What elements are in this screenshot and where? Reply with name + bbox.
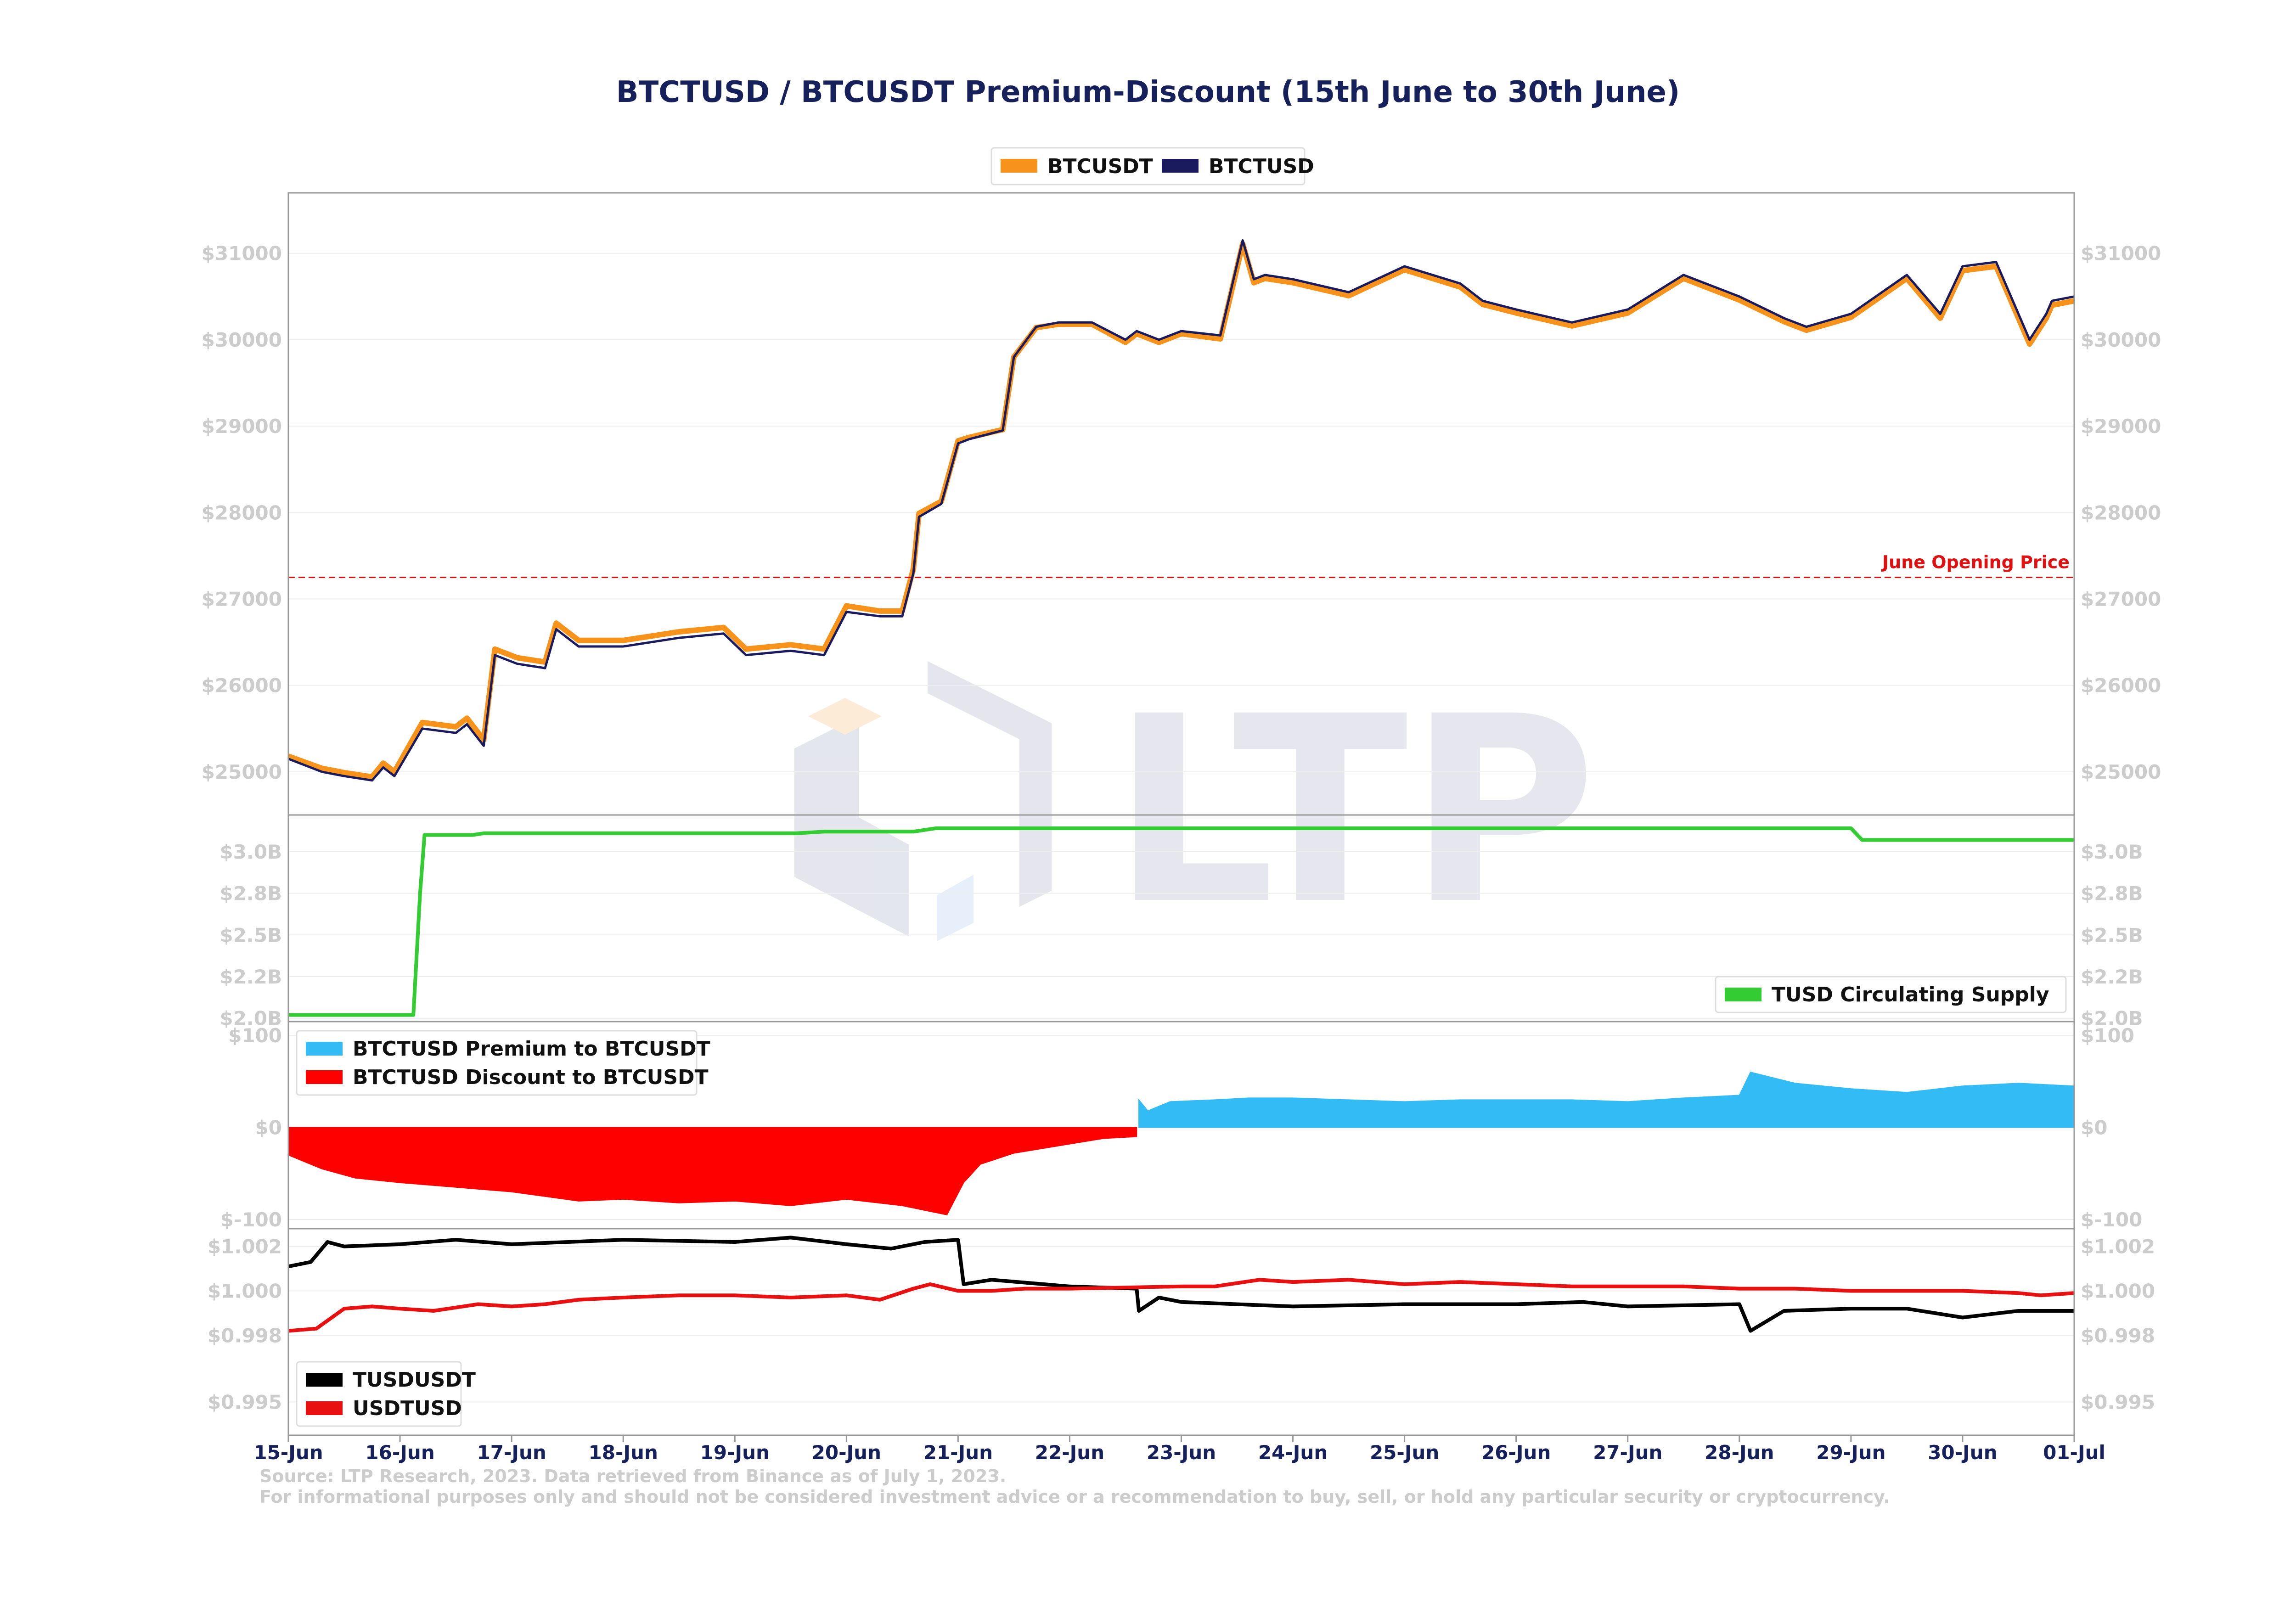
watermark-text: LTP xyxy=(1111,662,1597,961)
tusdusdt-line xyxy=(288,1236,2074,1333)
june-opening-price-label: June Opening Price xyxy=(1881,552,2070,572)
btctusd-discount-to-btcusdt-area xyxy=(288,1127,1137,1216)
y-tick-label-left: $27000 xyxy=(202,588,282,611)
y-tick-label-left: $100 xyxy=(228,1024,282,1047)
y-tick-label-left: $0.998 xyxy=(208,1324,282,1347)
price-panel: $25000 $25000 $26000 $26000 $27000 $27000 $280… xyxy=(202,147,2161,816)
legend-label-btcusdt: BTCUSDT xyxy=(1047,155,1153,178)
legend-swatch-tusd-circulating-supply xyxy=(1725,988,1761,1001)
x-tick-label: 27-Jun xyxy=(1593,1441,1662,1464)
x-tick-label: 24-Jun xyxy=(1258,1441,1328,1464)
y-tick-label-right: $1.002 xyxy=(2081,1236,2155,1258)
legend-swatch-btcusdt xyxy=(1001,159,1037,173)
stable-panel-frame xyxy=(287,1228,2075,1436)
y-tick-label-left: $1.000 xyxy=(208,1280,282,1302)
x-tick-label: 15-Jun xyxy=(253,1441,323,1464)
y-tick-label-right: $0.998 xyxy=(2081,1324,2155,1347)
legend-label-btctusd: BTCTUSD xyxy=(1209,155,1314,178)
y-tick-label-right: $2.5B xyxy=(2081,924,2143,946)
source-line-2: For informational purposes only and shou… xyxy=(259,1487,1890,1507)
y-tick-label-right: $0.995 xyxy=(2081,1391,2155,1413)
y-tick-label-right: $30000 xyxy=(2081,329,2161,351)
y-tick-label-left: $26000 xyxy=(202,674,282,697)
legend-swatch-btctusd-premium-to-btcusdt xyxy=(306,1042,343,1056)
x-tick-label: 29-Jun xyxy=(1816,1441,1885,1464)
premium-panel: $-100 $-100 $0 $0 $100 $100 BTCTUSD Premium to… xyxy=(220,1021,2142,1231)
premium-legend: BTCTUSD Premium to BTCUSDT BTCTUSD Discou… xyxy=(296,1030,710,1096)
y-tick-label-left: $28000 xyxy=(202,501,282,524)
y-tick-label-right: $25000 xyxy=(2081,761,2161,783)
legend-label-btctusd-premium-to-btcusdt: BTCTUSD Premium to BTCUSDT xyxy=(353,1037,710,1061)
ltp-watermark: LTP xyxy=(794,661,1597,961)
x-axis: 15-Jun 16-Jun 17-Jun 18-Jun 19-Jun 20-Jun 21-J… xyxy=(253,1435,2105,1464)
tusd-circulating-supply-line xyxy=(288,826,2074,1017)
legend-label-tusd-circulating-supply: TUSD Circulating Supply xyxy=(1772,983,2049,1006)
y-tick-label-left: $30000 xyxy=(202,329,282,351)
y-tick-label-left: $31000 xyxy=(202,242,282,265)
chart-title: BTCTUSD / BTCUSDT Premium-Discount (15th… xyxy=(616,75,1680,109)
supply-legend: TUSD Circulating Supply xyxy=(1715,976,2067,1013)
usdtusd-line xyxy=(288,1278,2075,1333)
y-tick-label-left: $-100 xyxy=(220,1208,282,1231)
y-tick-label-left: $0.995 xyxy=(208,1391,282,1413)
ltp-logo-icon xyxy=(794,661,1052,941)
y-tick-label-left: $1.002 xyxy=(208,1236,282,1258)
legend-box xyxy=(296,1030,698,1096)
y-tick-label-right: $3.0B xyxy=(2081,841,2143,863)
chart-panels: $25000 $25000 $26000 $26000 $27000 $27000 $280… xyxy=(202,147,2161,1436)
y-tick-label-left: $2.8B xyxy=(219,882,282,905)
x-tick-label: 26-Jun xyxy=(1481,1441,1551,1464)
x-tick-label: 21-Jun xyxy=(923,1441,993,1464)
price-legend: BTCUSDT BTCTUSD xyxy=(990,147,1314,185)
y-tick-label-right: $28000 xyxy=(2081,501,2161,524)
x-tick-label: 18-Jun xyxy=(589,1441,658,1464)
y-tick-label-right: $2.8B xyxy=(2081,882,2143,905)
y-tick-label-right: $-100 xyxy=(2081,1208,2142,1231)
y-tick-label-left: $2.0B xyxy=(219,1007,282,1030)
btctusd-premium-to-btcusdt-area xyxy=(1138,1072,2075,1128)
legend-label-tusdusdt: TUSDUSDT xyxy=(353,1368,476,1392)
y-tick-label-right: $2.0B xyxy=(2081,1007,2143,1030)
x-tick-label: 22-Jun xyxy=(1035,1441,1104,1464)
x-tick-label: 16-Jun xyxy=(365,1441,434,1464)
y-tick-label-left: $0 xyxy=(255,1117,282,1139)
y-tick-label-right: $29000 xyxy=(2081,415,2161,438)
legend-box xyxy=(990,147,1306,185)
y-tick-label-right: $31000 xyxy=(2081,242,2161,265)
x-tick-label: 01-Jul xyxy=(2043,1441,2105,1464)
y-tick-label-left: $2.2B xyxy=(219,966,282,988)
y-tick-label-right: $27000 xyxy=(2081,588,2161,611)
legend-box xyxy=(1715,976,2067,1013)
x-tick-label: 17-Jun xyxy=(477,1441,546,1464)
y-tick-label-right: $0 xyxy=(2081,1117,2107,1139)
y-tick-label-left: $3.0B xyxy=(219,841,282,863)
legend-label-usdtusd: USDTUSD xyxy=(353,1397,462,1420)
y-tick-label-left: $25000 xyxy=(202,761,282,783)
y-tick-label-right: $1.000 xyxy=(2081,1280,2155,1302)
y-tick-label-right: $100 xyxy=(2081,1024,2134,1047)
source-line-1: Source: LTP Research, 2023. Data retriev… xyxy=(259,1466,1006,1486)
stable-legend: TUSDUSDT USDTUSD xyxy=(296,1361,476,1427)
x-tick-label: 25-Jun xyxy=(1370,1441,1439,1464)
btctusd-line xyxy=(288,239,2075,782)
x-tick-label: 23-Jun xyxy=(1147,1441,1216,1464)
x-tick-label: 30-Jun xyxy=(1928,1441,1997,1464)
y-tick-label-right: $2.2B xyxy=(2081,966,2143,988)
x-tick-label: 19-Jun xyxy=(700,1441,770,1464)
legend-swatch-btctusd xyxy=(1162,159,1199,173)
y-tick-label-left: $29000 xyxy=(202,415,282,438)
legend-swatch-tusdusdt xyxy=(306,1373,343,1387)
y-tick-label-left: $2.5B xyxy=(219,924,282,946)
stable-panel: $0.995 $0.995 $0.998 $0.998 $1.000 $1.000 $1.0… xyxy=(208,1228,2155,1436)
legend-swatch-btctusd-discount-to-btcusdt xyxy=(306,1070,343,1084)
y-tick-label-right: $26000 xyxy=(2081,674,2161,697)
x-tick-label: 28-Jun xyxy=(1705,1441,1774,1464)
legend-label-btctusd-discount-to-btcusdt: BTCTUSD Discount to BTCUSDT xyxy=(353,1066,709,1089)
legend-swatch-usdtusd xyxy=(306,1401,343,1415)
x-tick-label: 20-Jun xyxy=(812,1441,881,1464)
